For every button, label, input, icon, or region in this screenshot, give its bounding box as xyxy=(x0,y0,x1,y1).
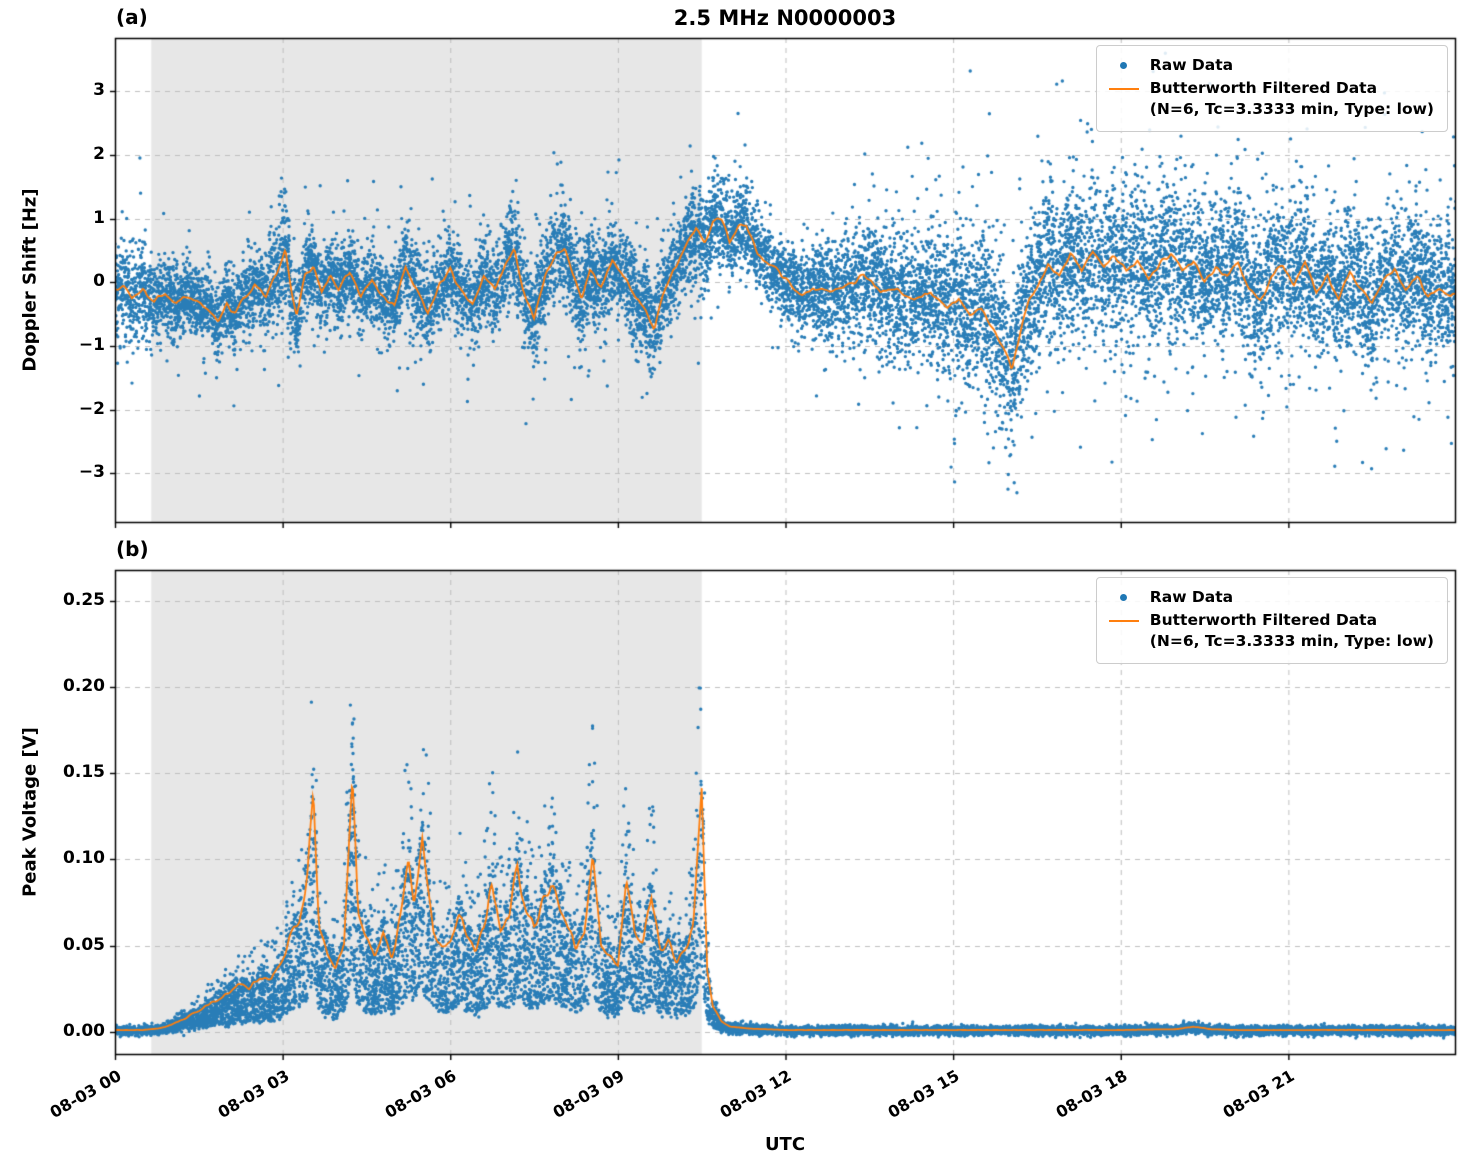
legend-filtered-label: Butterworth Filtered Data xyxy=(1149,79,1378,97)
subplot-label-b: (b) xyxy=(116,537,149,561)
y-tick-label: 2 xyxy=(93,144,105,165)
legend-filtered-label-block: Butterworth Filtered Data (N=6, Tc=3.3333… xyxy=(1150,78,1434,120)
y-tick-label: 0 xyxy=(93,271,105,292)
legend-marker-cell xyxy=(1107,55,1141,76)
legend-item-raw: Raw Data xyxy=(1107,587,1434,608)
legend-filtered-label-block: Butterworth Filtered Data (N=6, Tc=3.3333… xyxy=(1150,610,1434,652)
y-tick-label: 0.10 xyxy=(63,848,105,869)
y-tick-label: −3 xyxy=(78,462,105,483)
filtered-line-marker-icon xyxy=(1108,619,1139,622)
y-tick-label: 0.15 xyxy=(63,762,105,783)
y-axis-label-voltage: Peak Voltage [V] xyxy=(19,727,41,897)
legend-item-filtered: Butterworth Filtered Data (N=6, Tc=3.3333… xyxy=(1107,78,1434,120)
legend-filtered-sublabel: (N=6, Tc=3.3333 min, Type: low) xyxy=(1149,631,1434,650)
legend-marker-cell xyxy=(1107,78,1141,99)
legend-panel-a: Raw Data Butterworth Filtered Data (N=6, … xyxy=(1095,45,1448,132)
legend-filtered-sublabel: (N=6, Tc=3.3333 min, Type: low) xyxy=(1149,99,1434,118)
raw-data-marker-icon xyxy=(1120,62,1128,69)
subplot-label-a: (a) xyxy=(116,5,148,29)
legend-raw-label: Raw Data xyxy=(1149,56,1234,74)
y-tick-label: 0.00 xyxy=(63,1020,105,1041)
filtered-line-marker-icon xyxy=(1108,87,1139,90)
y-axis-label-doppler: Doppler Shift [Hz] xyxy=(19,188,41,372)
y-tick-label: 0.05 xyxy=(63,934,105,955)
raw-data-marker-icon xyxy=(1120,594,1128,601)
legend-panel-b: Raw Data Butterworth Filtered Data (N=6, … xyxy=(1095,577,1448,664)
y-tick-label: 1 xyxy=(93,207,105,228)
legend-raw-label: Raw Data xyxy=(1149,588,1234,606)
legend-marker-cell xyxy=(1107,587,1141,608)
legend-marker-cell xyxy=(1107,610,1141,631)
x-axis-label: UTC xyxy=(764,1134,806,1155)
legend-item-raw: Raw Data xyxy=(1107,55,1434,76)
chart-title: 2.5 MHz N0000003 xyxy=(673,6,897,30)
y-tick-label: 0.25 xyxy=(63,590,105,610)
y-tick-label: −1 xyxy=(78,335,105,356)
legend-item-filtered: Butterworth Filtered Data (N=6, Tc=3.3333… xyxy=(1107,610,1434,652)
legend-filtered-label: Butterworth Filtered Data xyxy=(1149,611,1378,629)
y-tick-label: 3 xyxy=(93,80,105,101)
y-tick-label: −2 xyxy=(78,398,105,419)
y-tick-label: 0.20 xyxy=(63,676,105,697)
